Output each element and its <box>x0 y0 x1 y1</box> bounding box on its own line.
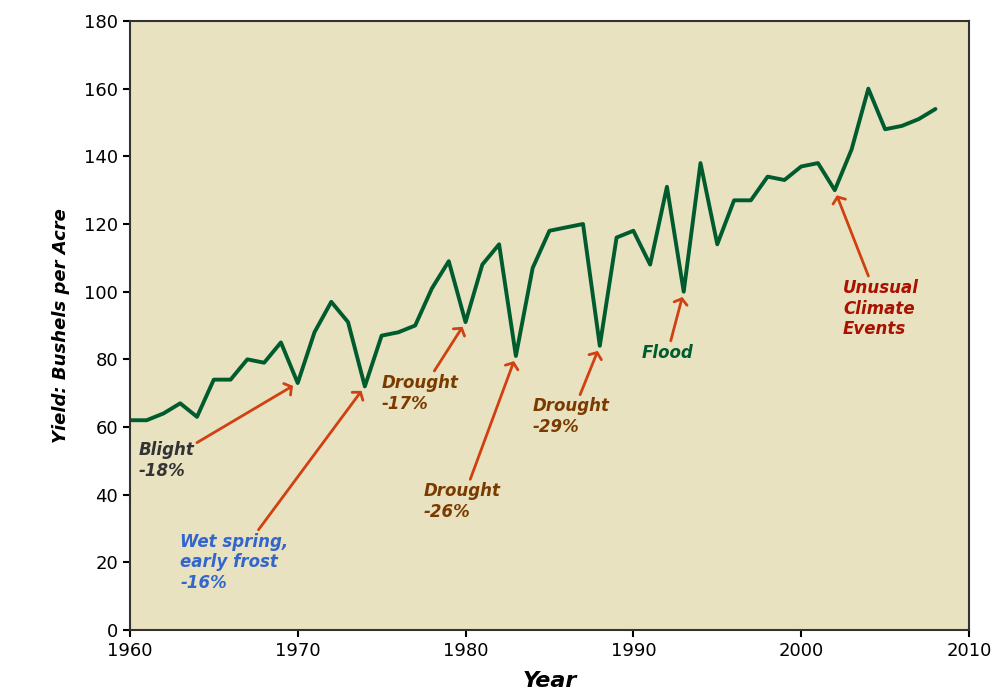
Text: Unusual
Climate
Events: Unusual Climate Events <box>833 197 919 338</box>
X-axis label: Year: Year <box>522 671 576 691</box>
Text: Drought
-17%: Drought -17% <box>382 328 465 412</box>
Text: Wet spring,
early frost
-16%: Wet spring, early frost -16% <box>180 392 363 592</box>
Text: Drought
-26%: Drought -26% <box>424 363 517 521</box>
Text: Drought
-29%: Drought -29% <box>532 353 609 436</box>
Y-axis label: Yield: Bushels per Acre: Yield: Bushels per Acre <box>52 208 70 443</box>
Text: Flood: Flood <box>641 299 693 362</box>
Text: Blight
-18%: Blight -18% <box>138 384 292 480</box>
